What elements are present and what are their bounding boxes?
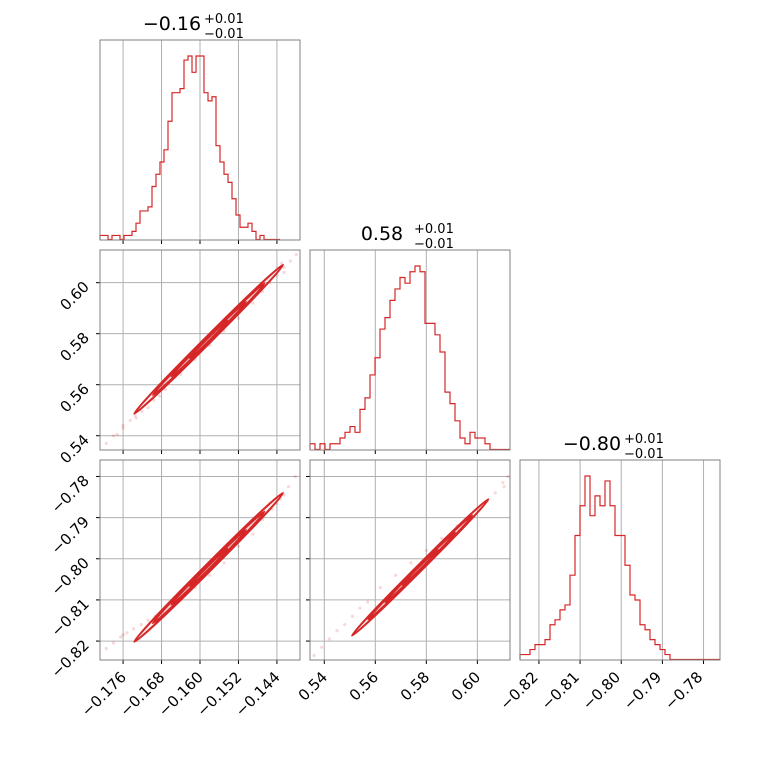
sample-point — [236, 544, 241, 549]
y-tick-label: −0.79 — [48, 513, 93, 558]
sample-point — [139, 623, 143, 627]
sample-point — [111, 434, 116, 438]
sample-point — [440, 536, 444, 540]
sample-point — [146, 618, 150, 623]
scatter-2d-1-0-frame — [99, 249, 301, 451]
x-tick-label: −0.80 — [579, 668, 624, 713]
y-tick-label: −0.81 — [48, 595, 93, 640]
panel-title-minus-error: −0.01 — [204, 27, 244, 42]
sample-point — [394, 573, 398, 577]
sample-point — [163, 388, 167, 392]
sample-point — [222, 561, 226, 565]
sample-point — [121, 423, 125, 428]
sample-point — [294, 252, 298, 257]
sample-point — [288, 259, 292, 263]
sample-point — [293, 474, 297, 479]
density-contour — [401, 548, 439, 587]
density-contour — [188, 319, 229, 360]
x-tick-label: 0.58 — [397, 668, 433, 704]
panel-title-minus-error: −0.01 — [414, 237, 454, 252]
sample-point — [282, 270, 286, 275]
sample-point — [286, 485, 291, 489]
hist-diag-0-frame — [99, 39, 301, 241]
sample-point — [111, 641, 116, 645]
sample-point — [320, 645, 324, 649]
sample-point — [312, 653, 316, 658]
sample-point — [128, 418, 132, 423]
panel-title-minus-error: −0.01 — [624, 447, 664, 462]
panel-diag-1: 0.58 +0.01−0.01 — [309, 222, 510, 454]
x-tick-label: −0.81 — [538, 668, 583, 713]
sample-point — [335, 629, 339, 633]
histogram-step-diag-2 — [519, 475, 720, 661]
sample-point — [424, 548, 428, 553]
sample-point — [502, 485, 506, 489]
y-tick-label: 0.56 — [56, 380, 92, 416]
sample-point — [104, 646, 108, 651]
sample-point — [121, 426, 125, 430]
hist-diag-1-frame — [309, 249, 511, 451]
sample-point — [125, 631, 129, 635]
sample-point — [327, 637, 331, 641]
x-tick-label: 0.60 — [448, 668, 484, 704]
y-tick-label: 0.60 — [56, 278, 92, 314]
panel-2d-2-1: 0.54 0.56 0.58 0.60 — [295, 460, 510, 704]
sample-point — [366, 600, 370, 604]
panel-title-median: 0.58 — [361, 223, 403, 245]
sample-point — [146, 406, 150, 410]
sample-point — [119, 635, 123, 639]
y-tick-label: 0.58 — [56, 329, 92, 365]
histogram-step-diag-0 — [99, 55, 280, 241]
panel-2d-2-0: −0.82−0.81−0.80−0.79−0.78−0.176−0.168−0.… — [48, 460, 300, 720]
sample-point — [115, 432, 119, 437]
sample-point — [251, 532, 255, 536]
sample-point — [158, 394, 162, 398]
sample-point — [133, 413, 137, 417]
x-tick-label: −0.78 — [661, 668, 706, 713]
panel-title-plus-error: +0.01 — [204, 12, 244, 27]
sample-point — [236, 316, 241, 320]
sample-point — [121, 633, 125, 637]
y-tick-label: 0.54 — [56, 431, 92, 467]
sample-point — [282, 265, 286, 269]
sample-point — [378, 585, 383, 590]
sample-point — [343, 623, 347, 627]
panel-title-median: −0.16 — [143, 13, 201, 35]
sample-point — [132, 627, 136, 631]
scatter-2d-2-0-frame — [99, 459, 301, 661]
sample-point — [208, 573, 212, 577]
sample-point — [140, 409, 144, 414]
sample-point — [493, 491, 497, 495]
sample-point — [501, 481, 505, 485]
sample-point — [358, 606, 362, 610]
y-tick-label: −0.80 — [48, 554, 93, 599]
hist-diag-2-frame — [519, 459, 721, 661]
panel-title-plus-error: +0.01 — [624, 432, 664, 447]
sample-point — [134, 416, 138, 420]
panel-title-median: −0.80 — [563, 433, 621, 455]
sample-point — [409, 561, 413, 565]
scatter-2d-2-1-frame — [309, 459, 511, 661]
x-tick-label: −0.82 — [497, 668, 542, 713]
histogram-step-diag-1 — [309, 265, 510, 451]
y-tick-label: −0.78 — [48, 472, 93, 517]
x-tick-label: −0.79 — [620, 668, 665, 713]
panel-2d-1-0: 0.54 0.56 0.58 0.60 — [56, 250, 300, 467]
sample-point — [104, 441, 108, 445]
sample-point — [350, 614, 354, 618]
x-tick-label: 0.54 — [295, 668, 331, 704]
panel-diag-2: −0.80 +0.01−0.01−0.82−0.81−0.80−0.79−0.78 — [497, 432, 720, 713]
panel-title-plus-error: +0.01 — [414, 222, 454, 237]
sample-point — [251, 301, 255, 305]
density-contour — [188, 547, 229, 588]
panel-diag-0: −0.16 +0.01−0.01 — [99, 12, 280, 244]
y-tick-label: −0.82 — [48, 636, 93, 681]
sample-point — [506, 474, 510, 479]
x-tick-label: 0.56 — [346, 668, 382, 704]
